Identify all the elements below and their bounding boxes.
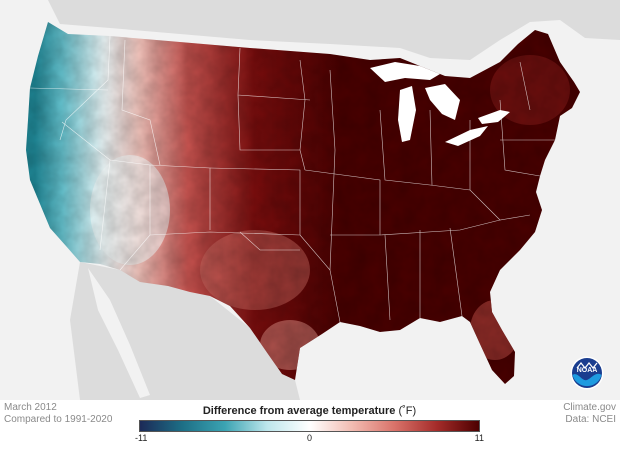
canada-land bbox=[40, 0, 620, 60]
noaa-logo-icon: NOAA bbox=[570, 356, 604, 390]
map-source: Climate.gov bbox=[563, 402, 616, 413]
noaa-logo-text: NOAA bbox=[577, 367, 598, 374]
legend-mid-label: 0 bbox=[306, 433, 313, 443]
legend-min-label: -11 bbox=[135, 433, 148, 443]
legend-title: Difference from average temperature (˚F) bbox=[139, 404, 480, 418]
data-credit: Data: NCEI bbox=[565, 414, 616, 425]
great-lakes bbox=[370, 62, 510, 146]
legend-title-text: Difference from average temperature bbox=[202, 405, 396, 417]
map-area: NOAA bbox=[0, 0, 620, 400]
legend-ticks: -11 0 11 bbox=[135, 432, 484, 446]
map-baseline: Compared to 1991-2020 bbox=[4, 414, 113, 425]
legend-unit: (˚F) bbox=[398, 405, 417, 417]
footer-right: Climate.gov Data: NCEI bbox=[563, 402, 616, 426]
state-borders bbox=[29, 35, 555, 323]
temperature-map bbox=[26, 0, 620, 400]
legend: Difference from average temperature (˚F)… bbox=[135, 404, 484, 446]
legend-color-bar bbox=[139, 420, 480, 432]
gulf-of-california bbox=[88, 268, 150, 398]
legend-max-label: 11 bbox=[474, 433, 484, 443]
footer-left: March 2012 Compared to 1991-2020 bbox=[4, 402, 112, 426]
map-period: March 2012 bbox=[4, 402, 57, 413]
